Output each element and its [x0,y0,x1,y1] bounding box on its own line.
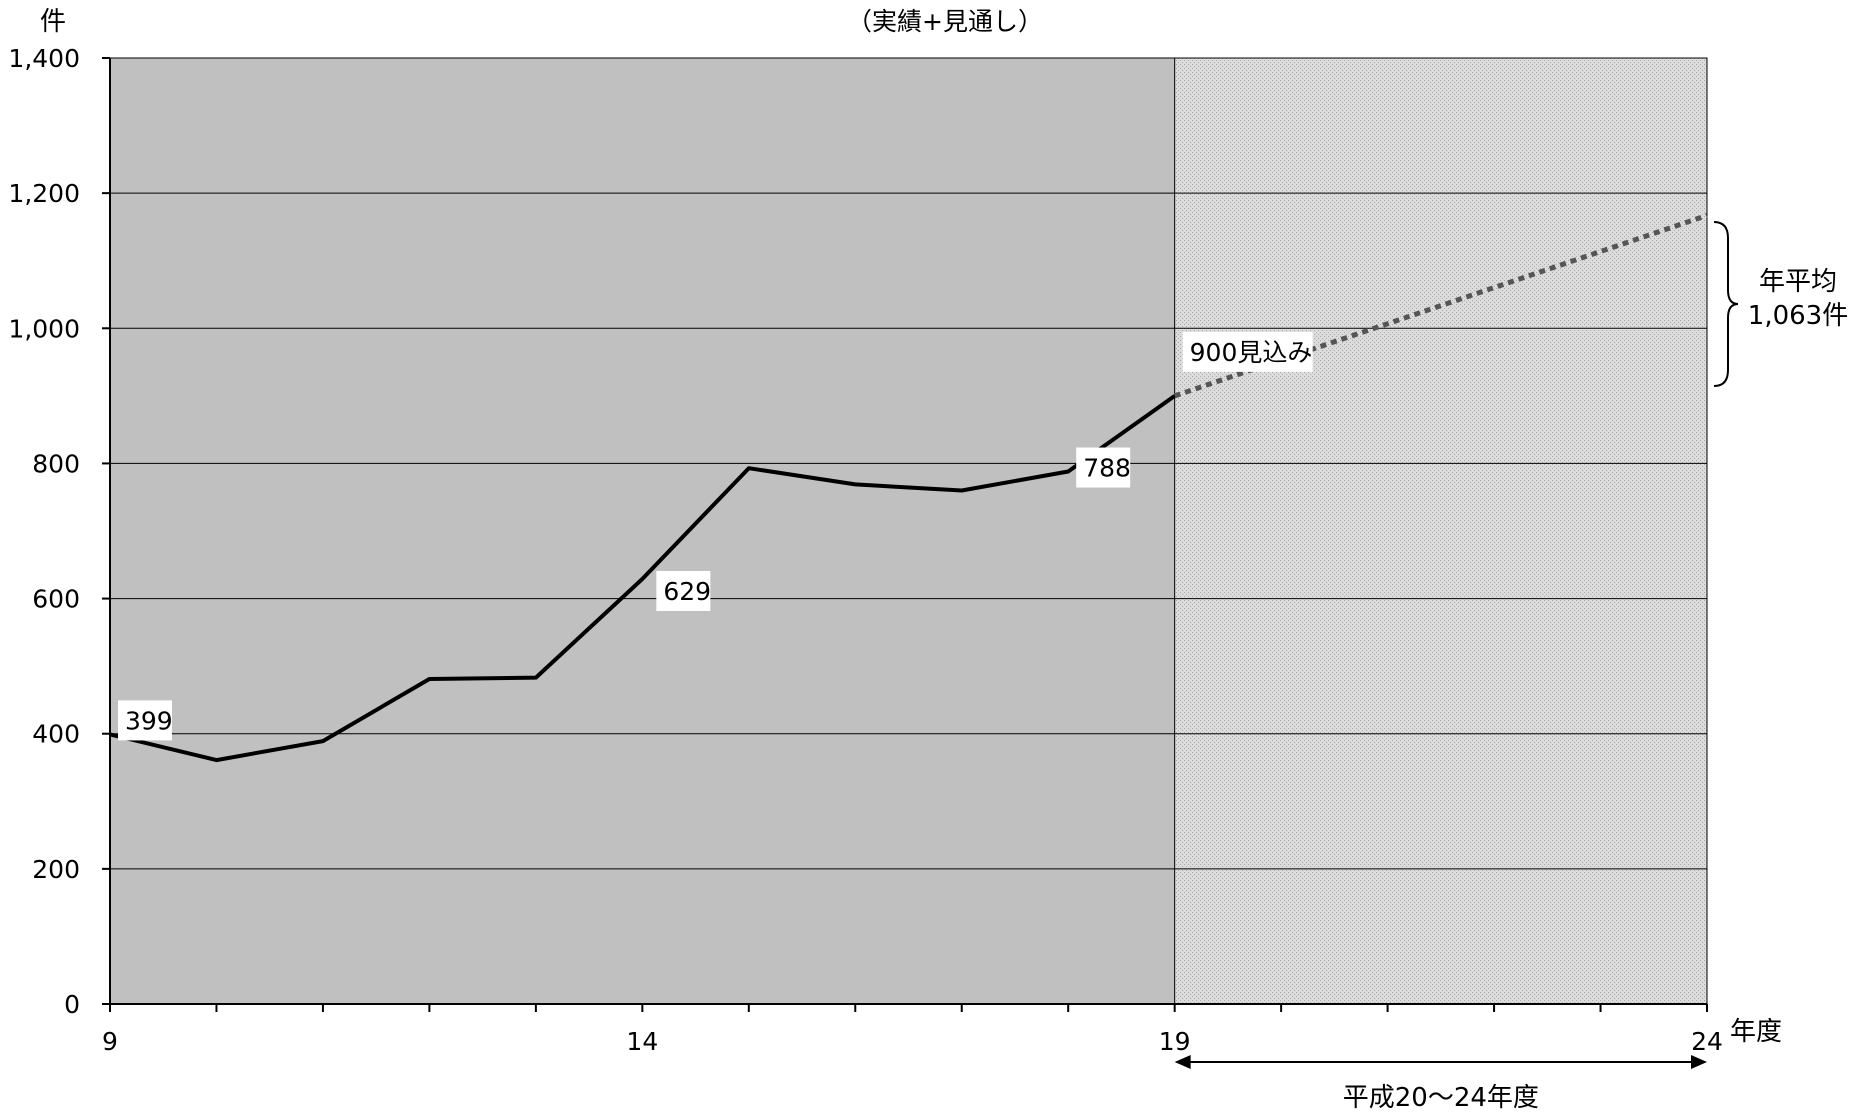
y-tick-label-0: 0 [64,990,80,1019]
annotation-line2: 1,063件 [1748,301,1848,331]
annotation-line1: 年平均 [1759,267,1837,297]
x-tick-label-9: 9 [102,1027,118,1056]
data-label-box-1 [656,570,711,611]
y-tick-label-6: 1,200 [8,179,80,208]
y-tick-label-7: 1,400 [8,44,80,73]
x-tick-label-19: 19 [1159,1027,1191,1056]
range-label: 平成20～24年度 [1343,1083,1539,1113]
y-tick-label-4: 800 [32,449,80,478]
data-label-3: 900見込み [1182,331,1313,372]
data-label-box-3 [1182,331,1313,372]
y-axis-unit: 件 [40,7,66,37]
arrowhead-left [1174,1055,1191,1069]
data-label-2: 788 [1076,447,1131,488]
data-label-box-0 [118,700,172,741]
data-label-0: 399 [118,700,173,741]
data-label-text-2: 788 [1083,454,1131,483]
data-label-text-1: 629 [663,577,711,606]
series-actual-line [109,394,1176,763]
x-axis-unit: 年度 [1730,1017,1782,1047]
data-label-box-2 [1076,447,1131,488]
data-label-text-0: 399 [125,706,173,735]
y-tick-label-1: 200 [32,855,80,884]
range-arrow [1174,1055,1707,1069]
chart-subtitle: （実績+見通し） [847,7,1043,36]
x-tick-label-14: 14 [626,1027,658,1056]
y-tick-label-2: 400 [32,720,80,749]
brace-annotation [1713,221,1739,387]
x-tick-label-24: 24 [1691,1027,1723,1056]
plot-area-actual [110,58,1175,1004]
data-label-text-3: 900見込み [1190,338,1313,367]
plot-area-forecast [1174,57,1708,1005]
y-tick-label-5: 1,000 [8,314,80,343]
data-label-1: 629 [656,570,711,611]
y-tick-label-3: 600 [32,585,80,614]
arrowhead-right [1691,1055,1707,1069]
